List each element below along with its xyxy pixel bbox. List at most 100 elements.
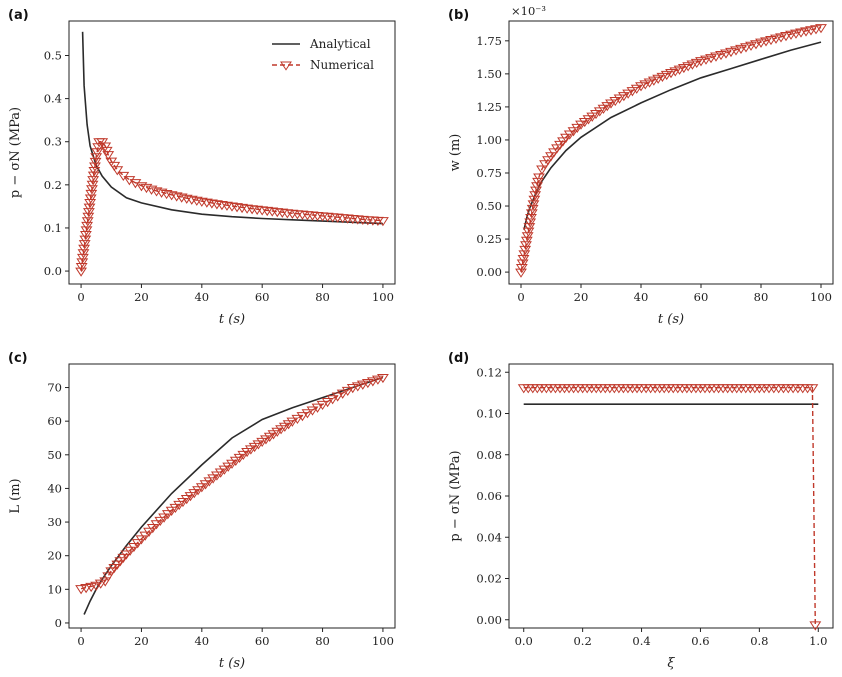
data-point-marker <box>78 244 91 254</box>
panel-b: (b) 0 20 40 60 80 100 0.00 0.25 0.50 0.75 1.00 1.25 1… <box>448 4 834 327</box>
y-tick-label: 60 <box>47 414 62 428</box>
data-point-marker <box>146 524 159 534</box>
x-tick-label: 1.0 <box>809 634 827 648</box>
data-point-marker <box>810 25 822 35</box>
data-point-marker <box>190 196 203 206</box>
data-point-marker <box>377 217 389 227</box>
data-point-marker <box>87 171 100 181</box>
data-point-marker <box>522 227 535 237</box>
panel-label: (c) <box>8 351 28 366</box>
data-point-marker <box>91 148 104 158</box>
data-point-marker <box>336 389 349 399</box>
data-point-marker <box>185 195 198 205</box>
data-point-marker <box>515 268 527 278</box>
x-tick-label: 0.4 <box>632 634 650 648</box>
data-point-marker <box>301 409 314 419</box>
legend: Analytical Numerical <box>272 37 374 72</box>
x-tick-label: 0.8 <box>750 634 768 648</box>
data-point-marker <box>86 180 99 190</box>
data-point-marker <box>102 572 115 582</box>
data-point-marker <box>760 37 772 47</box>
data-point-marker <box>622 89 635 99</box>
data-point-marker <box>567 127 580 137</box>
data-point-marker <box>521 232 534 242</box>
data-point-marker <box>520 241 532 251</box>
data-point-marker <box>366 377 379 387</box>
x-axis-label: t (s) <box>219 656 245 671</box>
data-point-marker <box>87 176 100 186</box>
data-point-marker <box>76 258 89 268</box>
data-point-marker <box>617 92 630 102</box>
data-point-marker <box>90 581 103 591</box>
data-point-marker <box>140 183 153 194</box>
y-tick-label: 10 <box>47 582 62 596</box>
x-tick-label: 0 <box>77 290 84 304</box>
x-axis-label: t (s) <box>658 312 684 327</box>
data-point-marker <box>92 143 105 153</box>
data-point-marker <box>226 459 238 469</box>
axes-frame <box>68 363 396 629</box>
y-tick-label: 0.08 <box>476 448 502 462</box>
series-markers-numerical <box>517 384 822 631</box>
data-point-marker <box>83 208 95 218</box>
data-point-marker <box>517 254 530 265</box>
data-point-marker <box>321 398 334 408</box>
legend-label: Numerical <box>310 58 374 72</box>
data-point-marker <box>199 480 212 490</box>
data-point-marker <box>214 468 227 478</box>
data-point-marker <box>75 585 87 595</box>
y-tick-label: 20 <box>47 549 62 563</box>
data-point-marker <box>165 191 178 201</box>
y-tick-label: 70 <box>47 381 62 395</box>
series-line-analytical <box>81 31 383 225</box>
x-tick-label: 60 <box>255 634 270 648</box>
data-point-marker <box>83 203 96 213</box>
data-point-marker <box>123 176 136 186</box>
data-point-marker <box>291 414 304 425</box>
data-point-marker <box>170 192 183 202</box>
x-tick-label: 80 <box>315 290 330 304</box>
x-tick-label: 0 <box>77 634 84 648</box>
series-markers-numerical <box>75 138 389 277</box>
legend-marker-numerical <box>280 61 292 71</box>
data-point-marker <box>775 33 787 43</box>
data-point-marker <box>127 542 140 553</box>
data-point-marker <box>770 34 782 44</box>
data-point-marker <box>177 497 189 508</box>
data-point-marker <box>94 579 107 589</box>
data-point-marker <box>102 151 115 161</box>
data-point-marker <box>630 84 643 94</box>
data-point-marker <box>755 38 767 48</box>
x-tick-label: 100 <box>372 634 394 648</box>
data-point-marker <box>346 384 359 394</box>
data-point-marker <box>341 386 354 397</box>
data-point-marker <box>528 195 541 205</box>
y-tick-label: 0.12 <box>476 365 502 379</box>
data-point-marker <box>233 453 246 463</box>
data-point-marker <box>725 47 737 58</box>
axes-frame <box>508 20 834 285</box>
series-line-numerical <box>520 26 822 273</box>
panel-label: (d) <box>448 351 469 366</box>
data-point-marker <box>527 200 540 210</box>
y-tick-label: 0.4 <box>44 92 62 106</box>
data-point-marker <box>560 133 572 143</box>
y-tick-label: 0 <box>55 616 62 630</box>
x-tick-label: 80 <box>315 634 330 648</box>
data-point-marker <box>124 546 137 556</box>
x-tick-label: 20 <box>134 634 149 648</box>
data-point-marker <box>806 384 819 394</box>
data-point-marker <box>609 96 622 107</box>
data-point-marker <box>571 123 584 134</box>
y-tick-label: 0.50 <box>476 199 502 213</box>
data-point-marker <box>79 231 92 241</box>
x-tick-label: 0 <box>517 290 524 304</box>
axes-frame <box>68 20 396 285</box>
x-tick-label: 100 <box>372 290 394 304</box>
data-point-marker <box>532 177 544 188</box>
data-point-marker <box>518 250 531 260</box>
x-tick-label: 0.0 <box>515 634 533 648</box>
data-point-marker <box>85 582 98 593</box>
data-point-marker <box>605 99 617 109</box>
data-point-marker <box>135 182 148 192</box>
